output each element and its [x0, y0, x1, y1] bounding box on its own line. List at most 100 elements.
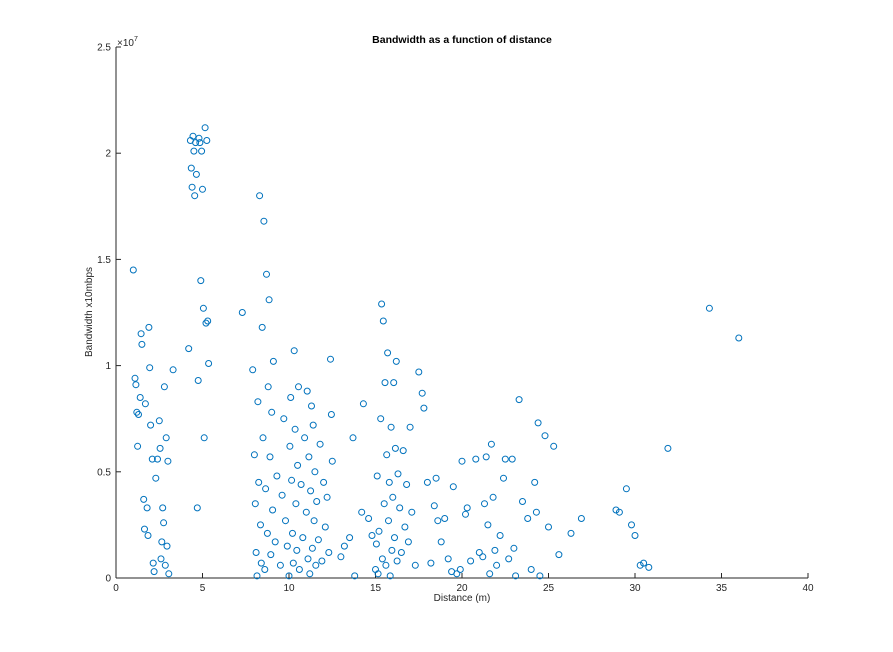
data-point	[155, 417, 163, 425]
data-point	[418, 389, 426, 397]
data-point	[479, 553, 487, 561]
x-tick-label: 20	[456, 583, 468, 594]
data-point	[295, 566, 303, 573]
data-point	[135, 411, 142, 418]
data-point	[160, 383, 168, 391]
data-point	[545, 523, 552, 531]
data-point	[148, 455, 156, 463]
data-point	[293, 546, 301, 554]
data-point	[386, 572, 394, 580]
data-point	[359, 400, 367, 408]
data-point	[263, 529, 271, 537]
data-point	[190, 147, 198, 155]
data-point	[269, 357, 277, 365]
y-axis-exponent-power: 7	[134, 36, 138, 43]
data-point	[169, 366, 177, 374]
y-tick-label: 1	[105, 361, 111, 372]
data-point	[437, 538, 445, 546]
data-point	[532, 508, 540, 516]
data-point	[269, 506, 277, 514]
data-point	[205, 360, 213, 367]
data-point	[735, 334, 743, 342]
data-point	[199, 185, 206, 193]
data-point	[271, 538, 279, 546]
data-point	[164, 457, 172, 465]
data-point	[140, 495, 148, 503]
data-point	[256, 192, 264, 200]
data-point	[312, 561, 320, 569]
data-point	[282, 517, 289, 525]
data-point	[197, 277, 205, 285]
data-point	[365, 515, 373, 522]
data-point	[391, 534, 398, 542]
data-point	[392, 357, 400, 365]
x-axis-title: Distance (m)	[434, 593, 491, 604]
data-point	[320, 478, 328, 486]
data-point	[283, 542, 291, 550]
data-point	[189, 132, 197, 140]
data-point	[615, 508, 623, 516]
data-point	[149, 559, 157, 567]
data-point	[381, 379, 389, 387]
data-point	[250, 451, 258, 459]
data-point	[260, 217, 268, 225]
data-point	[202, 319, 210, 327]
data-point	[577, 515, 585, 522]
y-tick-label: 1.5	[97, 255, 111, 266]
chart-title: Bandwidth as a function of distance	[372, 34, 552, 46]
data-point	[306, 570, 314, 578]
data-point	[536, 572, 544, 580]
data-point	[290, 347, 298, 355]
data-point	[198, 147, 206, 155]
data-point	[462, 510, 469, 518]
x-tick-label: 5	[200, 583, 206, 594]
data-point	[144, 532, 152, 539]
data-point	[150, 568, 158, 576]
data-point	[254, 398, 262, 406]
data-point	[472, 455, 480, 463]
data-point	[512, 572, 520, 580]
data-point	[292, 500, 300, 508]
data-point	[453, 570, 461, 578]
data-point	[631, 532, 639, 539]
data-point	[318, 557, 326, 565]
data-point	[143, 504, 151, 512]
data-point	[192, 139, 200, 147]
data-point	[349, 434, 357, 442]
data-point	[134, 442, 142, 450]
data-point	[432, 474, 440, 482]
data-point	[285, 572, 293, 580]
data-point	[500, 474, 507, 482]
data-point	[527, 566, 535, 573]
data-point	[531, 478, 539, 486]
data-point	[493, 561, 501, 569]
data-point	[396, 504, 404, 512]
data-point	[311, 468, 319, 476]
data-point	[264, 383, 272, 391]
data-point	[388, 546, 396, 554]
data-point	[404, 538, 412, 546]
data-point	[307, 487, 315, 495]
data-point	[289, 529, 296, 537]
data-point	[385, 517, 392, 525]
data-point	[375, 527, 383, 535]
data-point	[132, 381, 140, 389]
data-point	[165, 570, 173, 578]
data-point	[268, 408, 276, 416]
data-point	[204, 317, 212, 325]
data-point	[401, 523, 409, 531]
data-point	[314, 536, 322, 544]
data-point	[487, 440, 495, 448]
data-point	[286, 442, 294, 450]
data-point	[196, 139, 204, 147]
data-point	[519, 498, 526, 505]
data-point	[316, 440, 324, 448]
data-point	[567, 529, 575, 537]
data-point	[261, 566, 269, 573]
data-point	[387, 423, 395, 431]
data-point	[154, 455, 161, 463]
axes: 0 5 10 15 20 25 30 35 40 0 0.5 1 1.5 2 2.5	[97, 43, 814, 595]
y-tick-label: 2.5	[97, 43, 111, 54]
data-point	[145, 323, 153, 331]
data-point	[162, 434, 170, 442]
